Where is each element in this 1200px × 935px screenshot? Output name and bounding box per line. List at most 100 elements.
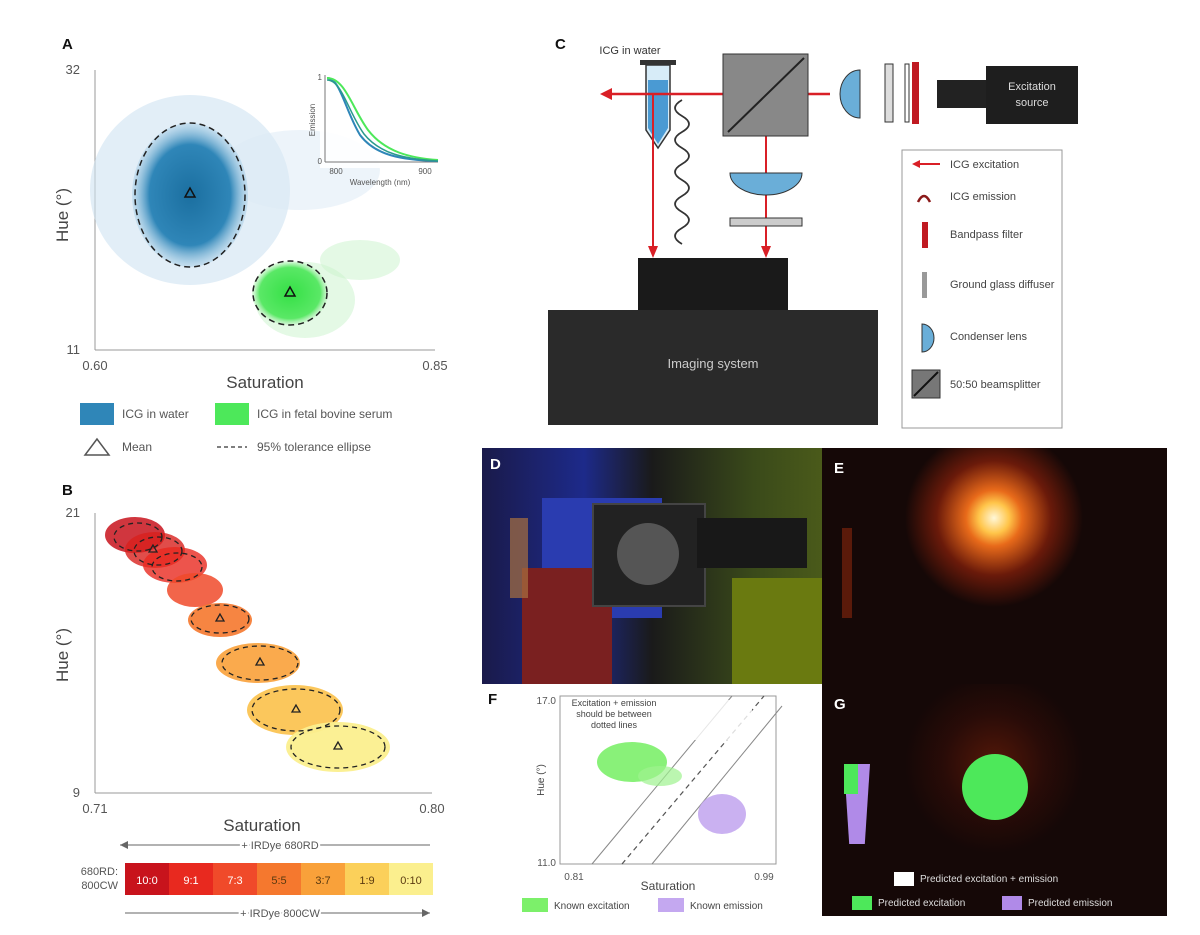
ratio-cell <box>213 863 257 895</box>
xtick-right: 0.99 <box>754 872 774 883</box>
legend-pred-exc-swatch <box>852 896 872 910</box>
panel-label-b: B <box>62 482 73 499</box>
serum-tolerance-ellipse <box>252 260 328 326</box>
ratio-cell <box>125 863 169 895</box>
water-cluster <box>132 123 248 267</box>
ratio-cell <box>345 863 389 895</box>
ratio-cell-label: 3:7 <box>315 875 330 887</box>
legend-water-swatch <box>80 403 114 425</box>
ratio-cell-label: 1:9 <box>359 875 374 887</box>
legend-combined-label: Predicted excitation + emission <box>920 873 1059 885</box>
panel-label-c: C <box>555 36 566 53</box>
inset-serum-curve <box>326 77 439 161</box>
cluster-7-3 <box>167 573 223 607</box>
y-axis-label: Hue (°) <box>53 188 72 242</box>
legend-beamsplitter-label: 50:50 beamsplitter <box>950 379 1041 391</box>
xtick-right: 0.85 <box>422 358 447 373</box>
panel-c-schematic: Imaging system ICG in water Excitation s… <box>548 45 1078 429</box>
source-nozzle <box>937 80 987 108</box>
serum-scatter-tail <box>320 240 400 280</box>
ratio-cell-label: 10:0 <box>136 875 157 887</box>
legend-known-em-label: Known emission <box>690 901 763 912</box>
inset-ytick-bottom: 0 <box>318 157 323 166</box>
ytick-bottom: 11 <box>67 342 81 357</box>
panel-label-d: D <box>490 456 501 473</box>
excitation-source-box <box>986 66 1078 124</box>
panel-label-a: A <box>62 36 73 53</box>
panel-f-chart: F Excitation + emission should be betwee… <box>488 691 783 912</box>
panel-label-f: F <box>488 691 497 708</box>
y-axis-label: Hue (°) <box>536 764 547 796</box>
imaging-system-body <box>548 310 878 425</box>
legend-excitation-icon <box>912 160 920 168</box>
legend-mean-label: Mean <box>122 440 153 454</box>
ratio-cell <box>169 863 213 895</box>
legend-predicted-combined: Predicted excitation + emission <box>894 872 1058 886</box>
legend-diffuser-label: Ground glass diffuser <box>950 279 1055 291</box>
note-text-3: dotted lines <box>591 720 638 730</box>
legend-predicted-excitation: Predicted excitation <box>852 896 965 910</box>
diffuser-lower <box>729 217 803 227</box>
legend-diffuser-icon <box>922 272 927 298</box>
legend-known-em-swatch <box>658 898 684 912</box>
cluster-1-9 <box>247 685 343 735</box>
legend-ellipse: 95% tolerance ellipse <box>215 436 371 458</box>
inset-mixed-curve <box>326 79 439 162</box>
ytick-top: 32 <box>66 62 80 77</box>
bound-right <box>651 705 783 865</box>
panel-d-photo: D <box>482 448 822 684</box>
ratio-cell <box>257 863 301 895</box>
tube-cap <box>640 60 676 65</box>
condenser-lens-lower <box>729 172 803 196</box>
inset-ytick-top: 1 <box>318 73 323 82</box>
inset-y-label: Emission <box>308 104 317 136</box>
note-text-1: Excitation + emission <box>572 698 657 708</box>
inset-xtick-right: 900 <box>418 167 432 176</box>
legend-mean: Mean <box>80 436 152 458</box>
serum-cluster <box>252 261 328 325</box>
condenser-lens-right <box>839 69 861 119</box>
legend-water: ICG in water <box>80 403 189 425</box>
ratio-cells: 10:0 9:1 7:3 5:5 3:7 1:9 0:10 <box>125 863 433 895</box>
excitation-arrow-head <box>600 88 612 100</box>
bandpass-filter <box>912 62 919 124</box>
x-axis-label: Saturation <box>226 373 304 392</box>
panel-label-e: E <box>834 460 845 477</box>
legend-bandpass-icon <box>922 222 928 248</box>
icg-label: ICG in water <box>599 45 660 57</box>
legend-excitation-label: ICG excitation <box>950 159 1019 171</box>
note-text-2: should be between <box>576 709 652 719</box>
ratio-mean-markers <box>147 543 344 750</box>
ratio-cell-label: 5:5 <box>271 875 286 887</box>
excitation-source-label-2: source <box>1015 97 1048 109</box>
predicted-excitation-spot <box>962 754 1028 820</box>
legend-ellipse-label: 95% tolerance ellipse <box>257 440 372 454</box>
x-axis-label: Saturation <box>223 816 301 835</box>
ratio-cell-label: 0:10 <box>400 875 421 887</box>
xtick-left: 0.71 <box>82 801 107 816</box>
arrow-800cw-label: + IRDye 800CW <box>240 908 320 920</box>
scale-label-800cw: 800CW <box>81 880 118 892</box>
ratio-cell <box>389 863 433 895</box>
panel-label-g: G <box>834 696 846 713</box>
legend-condenser-icon <box>921 323 935 353</box>
legend-combined-swatch <box>894 872 914 886</box>
inset-xtick-left: 800 <box>329 167 343 176</box>
legend-emission-label: ICG emission <box>950 191 1016 203</box>
cluster-3-7 <box>216 643 300 683</box>
panel-b-chart: 21 9 0.71 0.80 Saturation Hue (°) <box>53 505 445 835</box>
legend-serum-label: ICG in fetal bovine serum <box>257 407 393 421</box>
inset-x-label: Wavelength (nm) <box>350 178 411 187</box>
legend-known-exc-swatch <box>522 898 548 912</box>
ratio-scale: + IRDye 680RD 680RD: 800CW 10:0 9:1 7:3 5:5… <box>81 838 433 920</box>
ratio-tolerance-ellipses <box>113 522 386 769</box>
diffuser-right <box>884 63 894 123</box>
water-tolerance-ellipse <box>134 122 246 268</box>
legend-emission-icon <box>916 194 932 203</box>
xtick-left: 0.81 <box>564 872 584 883</box>
legend-serum-swatch <box>215 403 249 425</box>
panel-e-photo: E <box>822 448 1167 684</box>
legend-pred-em-swatch <box>1002 896 1022 910</box>
emission-wave <box>674 99 690 245</box>
imaging-lens-barrel <box>638 258 788 310</box>
